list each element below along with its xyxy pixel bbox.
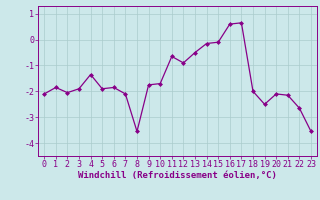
X-axis label: Windchill (Refroidissement éolien,°C): Windchill (Refroidissement éolien,°C) [78, 171, 277, 180]
